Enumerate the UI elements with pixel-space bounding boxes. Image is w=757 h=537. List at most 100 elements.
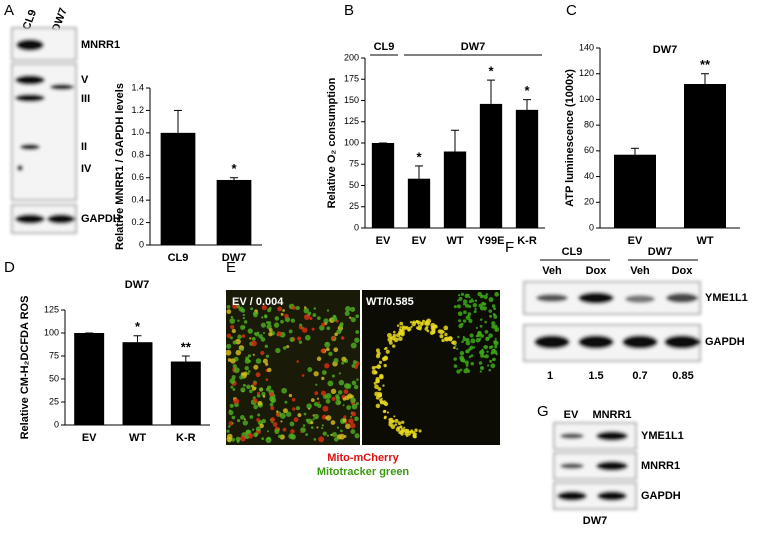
speckle: [390, 424, 396, 430]
speckle: [468, 355, 472, 359]
speckle: [261, 316, 264, 319]
speckle: [399, 321, 404, 326]
speckle: [281, 387, 288, 394]
speckle: [335, 399, 341, 406]
speckle: [247, 354, 252, 358]
speckle: [312, 313, 317, 317]
speckle: [468, 319, 473, 323]
speckle: [298, 340, 303, 344]
speckle: [351, 363, 356, 368]
speckle: [494, 345, 498, 349]
speckle: [226, 333, 232, 339]
speckle: [396, 324, 400, 327]
speckle: [339, 433, 345, 440]
speckle: [226, 429, 230, 433]
speckle: [351, 380, 357, 386]
y-tick-label: 0: [54, 419, 59, 429]
speckle: [333, 347, 339, 353]
bar: [371, 143, 395, 228]
speckle: [371, 369, 377, 375]
speckle: [485, 336, 490, 342]
speckle: [460, 292, 465, 296]
y-tick-label: 0: [139, 239, 144, 249]
chart-title: DW7: [125, 279, 149, 291]
panel-letter: G: [537, 403, 549, 420]
bar: [160, 132, 196, 245]
speckle: [410, 325, 413, 328]
speckle: [303, 306, 307, 309]
y-tick-label: 1.2: [131, 105, 144, 115]
speckle: [470, 298, 474, 301]
speckle: [468, 347, 472, 351]
speckle: [251, 337, 256, 341]
speckle: [268, 328, 273, 332]
speckle: [260, 350, 265, 356]
panel-letter: B: [344, 2, 354, 19]
lane-label: Dox: [586, 265, 608, 277]
speckle: [311, 327, 315, 331]
speckle: [313, 437, 317, 441]
blot-label: YME1L1: [641, 430, 684, 442]
speckle: [260, 322, 266, 328]
speckle: [474, 307, 477, 311]
speckle: [386, 332, 392, 338]
speckle: [286, 411, 292, 417]
speckle: [347, 393, 353, 399]
speckle: [493, 307, 496, 311]
speckle: [444, 337, 449, 342]
speckle: [480, 353, 485, 358]
speckle: [239, 414, 245, 420]
speckle: [255, 372, 261, 378]
speckle: [351, 411, 356, 417]
speckle: [491, 321, 496, 326]
lane-label: Veh: [630, 265, 650, 277]
speckle: [272, 422, 278, 427]
speckle: [374, 391, 379, 397]
bar: [443, 151, 467, 228]
speckle: [230, 358, 236, 364]
speckle: [316, 356, 322, 361]
y-tick-label: 1.0: [131, 127, 144, 137]
blot-label: IV: [81, 163, 92, 175]
speckle: [396, 426, 400, 430]
speckle: [270, 417, 276, 423]
speckle: [412, 320, 416, 324]
bar: [614, 154, 656, 228]
legend-text: Mito-mCherry: [327, 452, 399, 464]
speckle: [388, 418, 392, 422]
speckle: [383, 402, 387, 406]
speckle: [337, 390, 343, 395]
speckle: [280, 420, 283, 423]
y-tick-label: 40: [584, 171, 594, 181]
speckle: [477, 332, 482, 337]
speckle: [253, 398, 258, 403]
quant-label: 0.85: [672, 370, 693, 382]
speckle: [397, 421, 402, 426]
speckle: [314, 391, 319, 396]
speckle: [264, 315, 268, 319]
speckle: [460, 322, 464, 326]
speckle: [458, 296, 463, 301]
speckle: [284, 313, 289, 319]
y-tick-label: 200: [344, 52, 359, 62]
speckle: [275, 347, 281, 354]
speckle: [375, 403, 381, 409]
blot-label: II: [81, 141, 87, 153]
speckle: [268, 331, 273, 337]
blot-label: III: [81, 93, 90, 105]
speckle: [312, 418, 315, 421]
speckle: [254, 432, 259, 436]
speckle: [252, 381, 257, 386]
speckle: [459, 350, 465, 356]
speckle: [479, 337, 482, 340]
speckle: [324, 363, 330, 369]
speckle: [313, 371, 319, 377]
speckle: [383, 363, 387, 368]
speckle: [313, 401, 319, 407]
speckle: [379, 400, 385, 405]
speckle: [453, 305, 457, 309]
speckle: [474, 299, 478, 302]
speckle: [338, 372, 341, 375]
speckle: [235, 436, 241, 442]
x-tick-label: WT: [446, 235, 463, 247]
